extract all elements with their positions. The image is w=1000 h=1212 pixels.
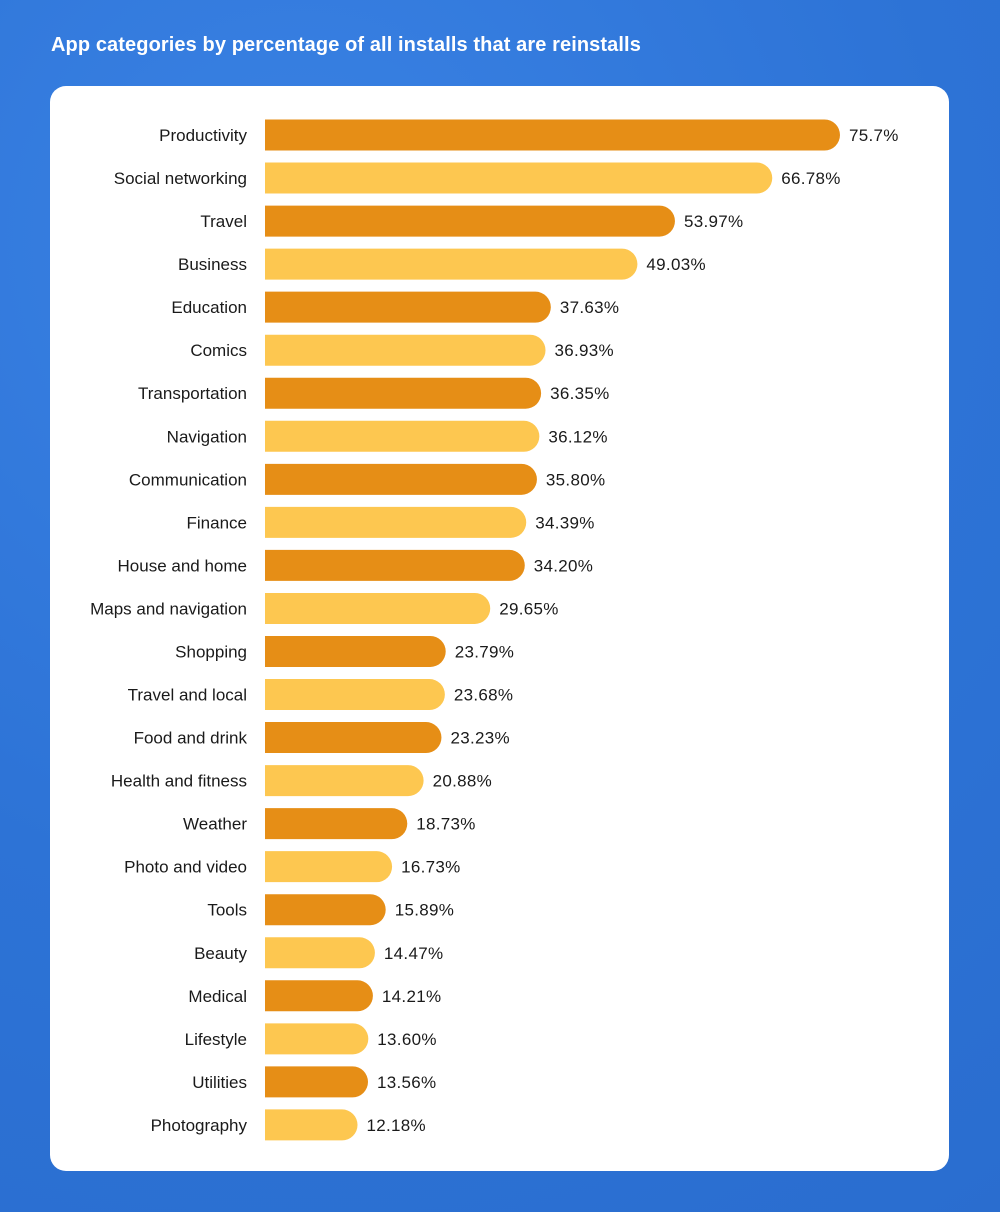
category-label: Photo and video (124, 858, 247, 877)
value-label: 66.78% (781, 169, 840, 188)
value-label: 13.56% (377, 1073, 436, 1092)
value-label: 23.23% (450, 729, 509, 748)
value-label: 15.89% (395, 901, 454, 920)
bar-utilities (265, 1066, 368, 1098)
bar-house-and-home (265, 549, 525, 581)
bar-social-networking (265, 162, 773, 194)
category-label: Social networking (114, 169, 247, 188)
bar-business (265, 248, 638, 280)
category-label: Navigation (167, 427, 247, 446)
bar-finance (265, 506, 527, 538)
bar-navigation (265, 420, 540, 452)
category-label: Weather (183, 815, 247, 834)
category-label: Finance (187, 513, 247, 532)
category-label: Travel (200, 212, 247, 231)
value-label: 29.65% (499, 599, 558, 618)
bar-photography (265, 1109, 358, 1141)
category-label: Health and fitness (111, 772, 247, 791)
bar-comics (265, 334, 546, 366)
value-label: 34.20% (534, 556, 593, 575)
value-label: 36.12% (548, 427, 607, 446)
value-label: 16.73% (401, 858, 460, 877)
value-label: 20.88% (433, 772, 492, 791)
value-label: 35.80% (546, 470, 605, 489)
bar-shopping (265, 635, 446, 667)
value-label: 53.97% (684, 212, 743, 231)
category-label: Shopping (175, 642, 247, 661)
category-label: Education (171, 298, 247, 317)
value-label: 34.39% (535, 513, 594, 532)
value-label: 14.21% (382, 987, 441, 1006)
category-label: Communication (129, 470, 247, 489)
value-label: 75.7% (849, 126, 899, 145)
category-label: Photography (151, 1116, 248, 1135)
value-label: 13.60% (377, 1030, 436, 1049)
category-label: Medical (188, 987, 247, 1006)
value-label: 23.79% (455, 642, 514, 661)
category-label: Transportation (138, 384, 247, 403)
value-label: 12.18% (367, 1116, 426, 1135)
bar-communication (265, 463, 537, 495)
value-label: 37.63% (560, 298, 619, 317)
bar-travel (265, 205, 675, 237)
value-label: 23.68% (454, 686, 513, 705)
category-label: Beauty (194, 944, 247, 963)
bar-food-and-drink (265, 722, 442, 754)
bar-beauty (265, 937, 375, 969)
bar-travel-and-local (265, 679, 445, 711)
category-label: Business (178, 255, 247, 274)
bar-photo-and-video (265, 851, 393, 883)
chart-title: App categories by percentage of all inst… (51, 34, 641, 56)
value-label: 36.35% (550, 384, 609, 403)
value-label: 14.47% (384, 944, 443, 963)
category-label: Maps and navigation (90, 599, 247, 618)
category-label: House and home (118, 556, 247, 575)
category-label: Tools (207, 901, 247, 920)
value-label: 18.73% (416, 815, 475, 834)
bar-transportation (265, 377, 542, 409)
bar-lifestyle (265, 1023, 369, 1055)
bar-medical (265, 980, 373, 1012)
bar-education (265, 291, 551, 323)
category-label: Lifestyle (185, 1030, 247, 1049)
value-label: 36.93% (555, 341, 614, 360)
bar-tools (265, 894, 386, 926)
bar-maps-and-navigation (265, 592, 491, 624)
category-label: Food and drink (134, 729, 248, 748)
value-label: 49.03% (646, 255, 705, 274)
bar-productivity (265, 119, 840, 151)
category-label: Travel and local (128, 686, 247, 705)
category-label: Utilities (192, 1073, 247, 1092)
category-label: Productivity (159, 126, 247, 145)
bar-weather (265, 808, 408, 840)
category-label: Comics (190, 341, 247, 360)
bar-health-and-fitness (265, 765, 424, 797)
